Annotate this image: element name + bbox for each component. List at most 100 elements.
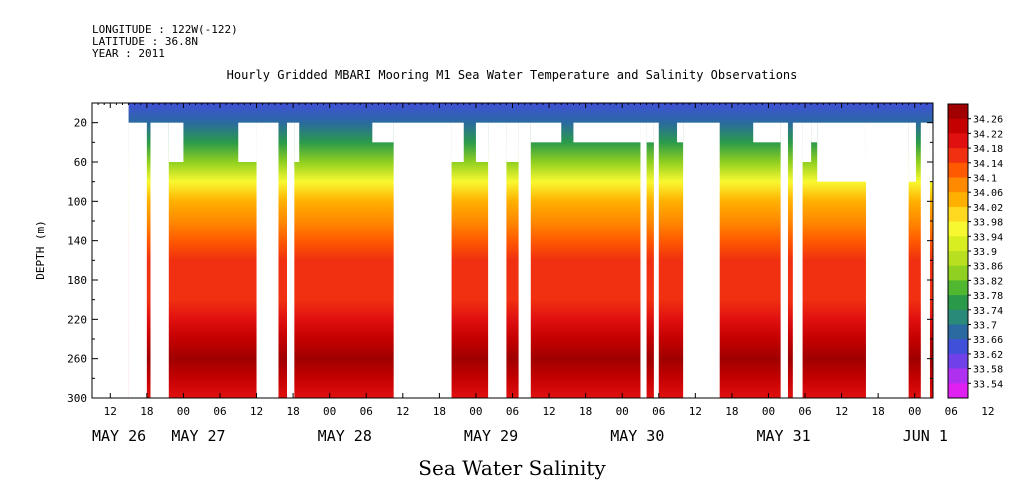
colorbar-swatch	[948, 148, 968, 164]
colorbar: 34.26 34.22 34.18 34.14 34.1 34.06 34.02 33.98 3…	[947, 103, 1003, 399]
latitude-label: LATITUDE : 36.8N	[92, 35, 198, 48]
colorbar-label: 33.58	[973, 365, 1003, 376]
x-hour-label: 06	[506, 405, 519, 418]
colorbar-label: 33.7	[973, 321, 997, 332]
x-hour-label: 18	[286, 405, 299, 418]
x-date-label: MAY 26	[92, 427, 146, 445]
colorbar-swatch	[948, 177, 968, 193]
x-date-label: MAY 31	[756, 427, 810, 445]
data-gap	[168, 122, 184, 162]
y-tick-label: 300	[67, 392, 87, 405]
y-tick-label: 180	[67, 274, 87, 287]
colorbar-label: 34.02	[973, 203, 1003, 214]
colorbar-swatch	[948, 309, 968, 325]
colorbar-swatch	[948, 206, 968, 223]
data-gap	[475, 122, 489, 162]
x-date-label: JUN 1	[903, 427, 948, 445]
location-metadata: LONGITUDE : 122W(-122) LATITUDE : 36.8N …	[92, 24, 238, 60]
data-gap	[792, 122, 803, 398]
chart-title: Hourly Gridded MBARI Mooring M1 Sea Wate…	[226, 68, 798, 82]
data-gap	[294, 122, 300, 162]
colorbar-swatch	[948, 339, 968, 355]
y-tick-label: 100	[67, 195, 87, 208]
data-gap	[128, 122, 147, 398]
colorbar-label: 33.9	[973, 247, 997, 258]
colorbar-label: 34.1	[973, 174, 997, 185]
data-gap	[573, 122, 641, 143]
x-date-label: MAY 27	[171, 427, 225, 445]
colorbar-swatch	[948, 162, 968, 178]
x-hour-label: 12	[689, 405, 702, 418]
colorbar-label: 33.78	[973, 291, 1003, 302]
x-hour-label: 18	[725, 405, 738, 418]
data-gap	[683, 122, 720, 398]
data-gap	[646, 122, 654, 143]
data-gap	[518, 122, 531, 398]
data-gap	[811, 122, 818, 143]
x-hour-label: 18	[872, 405, 885, 418]
colorbar-label: 34.26	[973, 115, 1003, 126]
longitude-label: LONGITUDE : 122W(-122)	[92, 23, 238, 36]
colorbar-label: 33.74	[973, 306, 1003, 317]
x-hour-label: 18	[433, 405, 446, 418]
x-hour-label: 06	[945, 405, 958, 418]
x-hour-label: 12	[104, 405, 117, 418]
colorbar-swatch	[948, 251, 968, 267]
colorbar-label: 33.66	[973, 335, 1003, 346]
colorbar-swatch	[948, 353, 968, 370]
data-gap	[256, 122, 279, 398]
data-gap	[753, 122, 781, 143]
data-gap	[865, 122, 909, 398]
colorbar-swatch	[948, 236, 968, 252]
x-hour-label: 00	[762, 405, 775, 418]
x-hour-label: 12	[250, 405, 263, 418]
colorbar-swatch	[948, 368, 968, 384]
y-axis: 20 60 100 140 180 220 260 300	[67, 102, 933, 405]
colorbar-label: 33.62	[973, 350, 1003, 361]
x-hour-label: 12	[835, 405, 848, 418]
colorbar-swatch	[948, 265, 968, 281]
colorbar-label: 33.82	[973, 276, 1003, 287]
colorbar-swatch	[948, 295, 968, 311]
x-date-label: MAY 29	[464, 427, 518, 445]
y-tick-label: 20	[74, 117, 87, 130]
data-gap	[780, 122, 788, 398]
colorbar-label: 34.14	[973, 159, 1003, 170]
x-date-label: MAY 28	[318, 427, 372, 445]
year-label: YEAR : 2011	[92, 47, 165, 60]
colorbar-label: 34.18	[973, 144, 1003, 155]
colorbar-swatch	[948, 280, 968, 296]
colorbar-swatch	[948, 104, 968, 120]
colorbar-swatch	[948, 192, 968, 208]
x-hour-label: 06	[213, 405, 226, 418]
x-hour-label: 06	[360, 405, 373, 418]
data-gap	[372, 122, 394, 143]
x-hour-label: 00	[323, 405, 336, 418]
y-tick-label: 60	[74, 156, 87, 169]
y-tick-label: 140	[67, 235, 87, 248]
colorbar-swatch	[948, 133, 968, 149]
x-hour-label: 06	[798, 405, 811, 418]
data-gaps	[92, 103, 933, 398]
colorbar-swatch	[948, 324, 968, 340]
y-axis-label: DEPTH (m)	[34, 220, 47, 280]
data-gap	[393, 122, 452, 398]
data-gap	[238, 122, 257, 162]
x-axis-title: Sea Water Salinity	[418, 456, 606, 480]
data-gap	[640, 122, 647, 398]
colorbar-swatch	[948, 118, 968, 134]
x-date-label: MAY 30	[610, 427, 664, 445]
data-gap	[908, 122, 916, 182]
data-gap	[802, 122, 812, 162]
data-gap	[530, 122, 562, 143]
data-gap	[929, 122, 933, 182]
data-gap	[451, 122, 464, 162]
data-gap	[677, 122, 684, 143]
data-gap	[920, 122, 930, 398]
x-hour-label: 06	[652, 405, 665, 418]
colorbar-label: 33.54	[973, 379, 1003, 390]
x-hour-label: 00	[616, 405, 629, 418]
x-hour-label: 00	[469, 405, 482, 418]
data-gap	[150, 122, 169, 398]
